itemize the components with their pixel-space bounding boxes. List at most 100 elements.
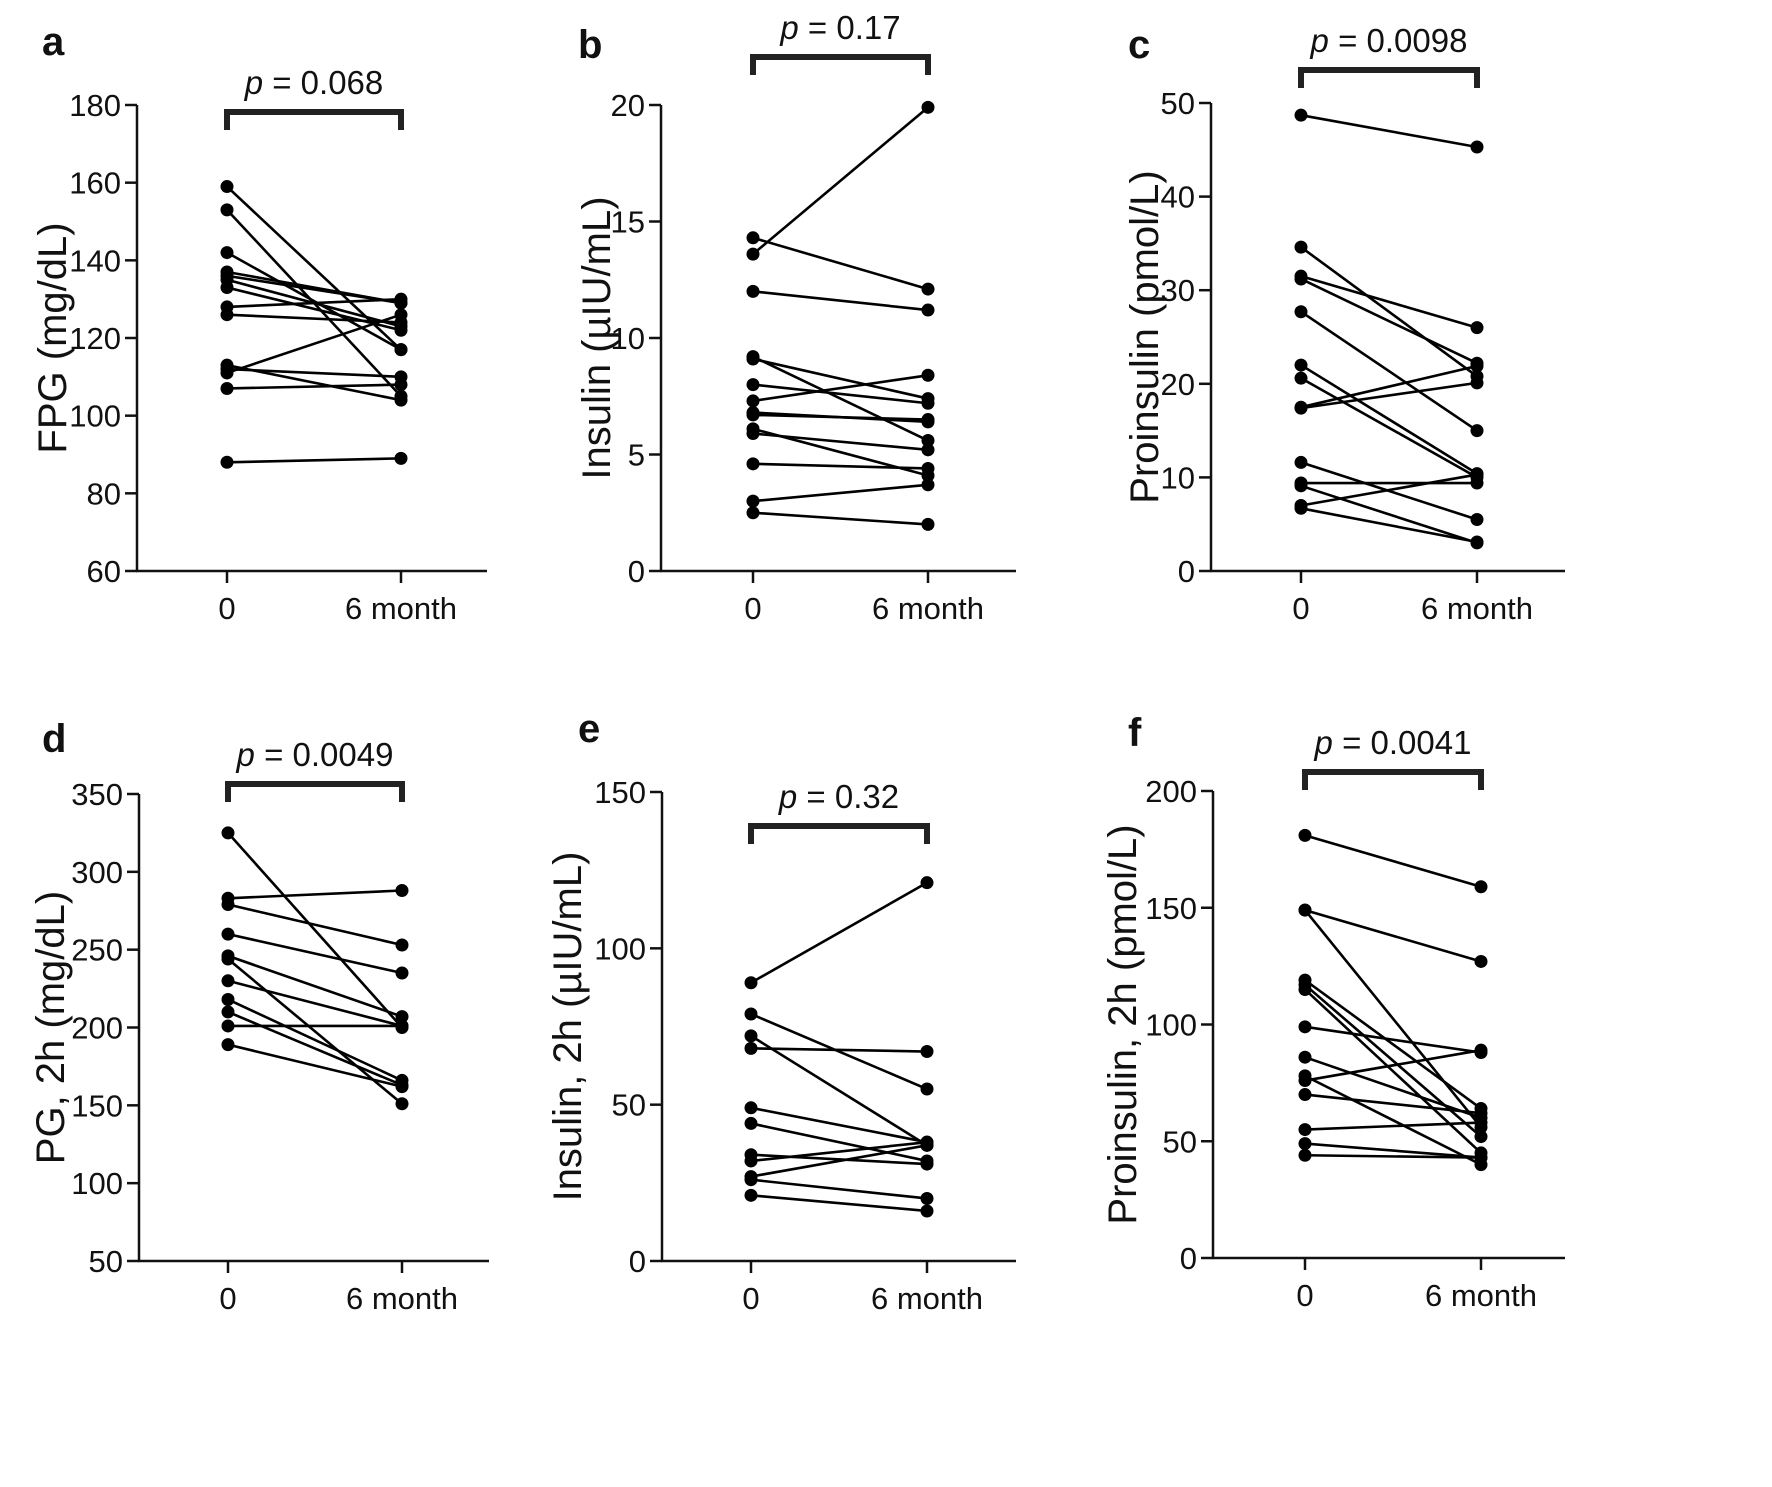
y-tick-label: 40 [1161, 180, 1195, 215]
data-point-6month [1470, 513, 1484, 527]
data-point-6month [1470, 468, 1484, 482]
data-point-baseline [221, 974, 235, 988]
data-point-6month [1470, 140, 1484, 154]
subject-line [1300, 507, 1478, 544]
subject-line [752, 357, 929, 400]
subject-line [226, 367, 402, 379]
data-point-6month [920, 876, 934, 890]
panel-e: e 0 50 100 150 0 6 month Insulin, 2h (µIU/mL) p … [546, 707, 1016, 1316]
y-tick-label: 160 [69, 166, 121, 201]
data-point-baseline [1298, 1074, 1312, 1088]
data-point-baseline [221, 992, 235, 1006]
subject-line [1304, 988, 1482, 1154]
y-tick-label: 250 [71, 933, 123, 968]
panel-letter: d [42, 717, 66, 761]
y-tick-label: 0 [1178, 554, 1195, 589]
data-point-baseline [1294, 240, 1308, 254]
data-point-6month [394, 451, 408, 465]
y-tick-label: 100 [71, 1166, 123, 1201]
x-tick-label: 6 month [1421, 591, 1533, 626]
subject-line [226, 383, 402, 390]
x-tick-label: 6 month [872, 591, 984, 626]
panel-letter: f [1128, 711, 1142, 755]
subject-line [752, 413, 929, 421]
p-value-label: p = 0.0041 [1314, 724, 1472, 761]
subject-line [1304, 1074, 1482, 1166]
subject-line [1300, 363, 1478, 475]
data-point-baseline [220, 455, 234, 469]
subject-line [1300, 310, 1478, 432]
data-point-6month [394, 292, 408, 306]
subject-line [1300, 473, 1478, 507]
data-point-baseline [1298, 982, 1312, 996]
y-tick-label: 0 [629, 1244, 646, 1279]
data-point-6month [395, 966, 409, 980]
subject-line [226, 297, 402, 309]
subject-line [750, 1012, 928, 1091]
data-point-6month [921, 100, 935, 114]
subject-line [1304, 1121, 1482, 1131]
subject-line [227, 954, 403, 1018]
subject-line [1300, 113, 1478, 149]
subject-line [752, 290, 929, 312]
data-point-baseline [1298, 828, 1312, 842]
y-tick-label: 120 [69, 321, 121, 356]
subject-line [1300, 246, 1478, 378]
p-value: = 0.0098 [1329, 22, 1468, 59]
subject-line [227, 889, 403, 900]
data-point-6month [394, 308, 408, 322]
data-point-baseline [220, 366, 234, 380]
y-tick-label: 150 [1145, 891, 1197, 926]
data-point-baseline [1294, 371, 1308, 385]
data-point-6month [921, 461, 935, 475]
y-tick-label: 140 [69, 243, 121, 278]
subject-line [750, 1122, 928, 1163]
subject-line [1300, 377, 1478, 479]
p-value-label: p = 0.0098 [1310, 22, 1468, 59]
y-tick-label: 50 [89, 1244, 123, 1279]
data-point-6month [1470, 424, 1484, 438]
data-point-6month [921, 478, 935, 492]
data-point-baseline [1298, 1088, 1312, 1102]
subject-line [1304, 983, 1482, 1138]
subject-line [226, 274, 402, 305]
data-point-baseline [746, 457, 760, 471]
subject-line [750, 881, 928, 984]
data-point-baseline [744, 1007, 758, 1021]
data-point-baseline [746, 231, 760, 245]
subject-line [227, 1010, 403, 1087]
data-point-baseline [220, 308, 234, 322]
x-tick-label: 6 month [345, 591, 457, 626]
data-point-baseline [744, 976, 758, 990]
data-point-baseline [1298, 1123, 1312, 1137]
subject-line [752, 373, 929, 403]
data-point-6month [921, 434, 935, 448]
data-point-baseline [1294, 272, 1308, 286]
data-point-6month [921, 368, 935, 382]
data-point-6month [395, 938, 409, 952]
subject-line [750, 1178, 928, 1200]
y-tick-label: 50 [612, 1088, 646, 1123]
x-tick-label: 0 [742, 1281, 759, 1316]
significance-bracket [1302, 769, 1484, 790]
data-point-6month [1470, 321, 1484, 335]
data-point-6month [394, 378, 408, 392]
data-point-6month [920, 1204, 934, 1218]
p-value: = 0.17 [799, 9, 901, 46]
panel-letter: a [42, 20, 65, 64]
panel-letter: e [578, 707, 600, 751]
x-tick-label: 6 month [346, 1281, 458, 1316]
y-tick-label: 10 [1161, 460, 1195, 495]
panel-d: d 50 100 150 200 250 300 350 0 6 month PG, 2h (mg/… [29, 717, 489, 1316]
data-point-6month [1474, 1130, 1488, 1144]
data-point-baseline [220, 180, 234, 194]
data-point-6month [395, 1010, 409, 1024]
x-tick-label: 0 [219, 1281, 236, 1316]
significance-bracket [1298, 67, 1480, 88]
panel-b: b 0 5 10 15 20 0 6 month Insulin (µIU/mL) p = 0.1… [575, 9, 1016, 626]
subject-line [750, 1194, 928, 1213]
y-tick-label: 0 [628, 554, 645, 589]
data-point-baseline [1298, 903, 1312, 917]
data-point-6month [921, 303, 935, 317]
subject-line [752, 355, 929, 442]
